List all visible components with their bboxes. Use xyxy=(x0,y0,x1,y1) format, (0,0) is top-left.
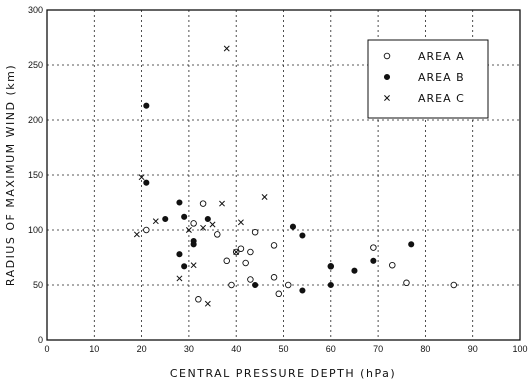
data-point xyxy=(214,231,221,238)
data-point xyxy=(204,215,211,223)
plot-frame xyxy=(46,9,521,341)
data-point xyxy=(176,251,183,258)
data-point xyxy=(162,215,169,223)
data-point xyxy=(209,221,216,228)
grid-lines xyxy=(47,10,520,340)
y-tick-label: 0 xyxy=(38,335,43,345)
y-axis-title: RADIUS OF MAXIMUM WIND (km) xyxy=(4,64,17,286)
data-point xyxy=(237,245,245,252)
data-point xyxy=(199,200,207,207)
data-point xyxy=(152,218,159,225)
data-point xyxy=(289,223,297,230)
data-point xyxy=(204,300,211,307)
x-tick-label: 90 xyxy=(468,344,478,354)
legend-label: AREA C xyxy=(418,92,465,105)
legend-label: AREA A xyxy=(418,50,465,63)
y-tick-label: 250 xyxy=(28,60,43,70)
data-point xyxy=(143,179,150,186)
data-point xyxy=(181,213,188,220)
data-point xyxy=(284,281,292,289)
series-3 xyxy=(133,45,268,307)
data-point xyxy=(370,257,377,264)
y-tick-label: 300 xyxy=(28,5,43,15)
series-2 xyxy=(143,102,415,294)
data-point xyxy=(275,290,283,298)
data-point xyxy=(327,281,334,289)
data-point xyxy=(403,279,410,287)
data-point xyxy=(351,267,358,274)
data-point xyxy=(219,200,225,207)
legend-label: AREA B xyxy=(418,71,465,84)
legend-marker xyxy=(383,73,391,81)
x-tick-label: 100 xyxy=(512,344,527,354)
data-point xyxy=(143,226,150,234)
x-tick-label: 30 xyxy=(184,344,194,354)
data-point xyxy=(389,261,396,269)
legend: AREA A AREA B AREA C xyxy=(367,39,489,119)
data-points xyxy=(133,45,458,307)
data-point xyxy=(237,219,244,226)
data-point xyxy=(233,249,240,255)
data-point xyxy=(247,276,254,283)
data-point xyxy=(242,259,249,267)
x-tick-label: 70 xyxy=(373,344,383,354)
data-point xyxy=(261,194,268,200)
data-point xyxy=(190,262,197,269)
data-point xyxy=(270,274,278,281)
legend-marker xyxy=(384,95,390,101)
data-point xyxy=(133,231,140,238)
x-tick-label: 60 xyxy=(326,344,336,354)
x-tick-label: 0 xyxy=(44,344,49,354)
x-tick-label: 50 xyxy=(278,344,288,354)
data-point xyxy=(138,174,145,181)
legend-marker xyxy=(383,52,391,60)
y-tick-label: 150 xyxy=(28,170,43,180)
data-point xyxy=(223,257,230,265)
series-1 xyxy=(143,200,458,303)
data-point xyxy=(299,232,306,239)
data-point xyxy=(370,244,377,251)
data-point xyxy=(195,296,202,303)
data-point xyxy=(223,45,230,52)
data-point xyxy=(408,241,415,248)
y-tick-label: 100 xyxy=(28,225,43,235)
x-tick-label: 40 xyxy=(231,344,241,354)
data-point xyxy=(270,242,278,249)
data-point xyxy=(181,263,188,270)
data-point xyxy=(228,281,235,289)
data-point xyxy=(143,102,150,109)
data-point xyxy=(247,248,254,256)
x-tick-label: 80 xyxy=(420,344,430,354)
data-point xyxy=(190,220,197,227)
x-axis-title: CENTRAL PRESSURE DEPTH (hPa) xyxy=(170,367,396,380)
data-point xyxy=(185,227,192,233)
data-point xyxy=(327,263,334,270)
data-point xyxy=(252,281,259,289)
x-tick-label: 20 xyxy=(137,344,147,354)
data-point xyxy=(176,275,183,282)
data-point xyxy=(190,241,197,248)
data-point xyxy=(299,287,306,294)
data-point xyxy=(450,281,458,289)
x-tick-label: 10 xyxy=(89,344,99,354)
y-tick-label: 200 xyxy=(28,115,43,125)
data-point xyxy=(251,228,259,236)
data-point xyxy=(200,224,207,231)
data-point xyxy=(176,199,183,206)
y-tick-label: 50 xyxy=(33,280,43,290)
tick-labels: 0 10 20 30 40 50 60 70 80 90 100 0 50 100 150 200 250 300 xyxy=(28,5,528,354)
